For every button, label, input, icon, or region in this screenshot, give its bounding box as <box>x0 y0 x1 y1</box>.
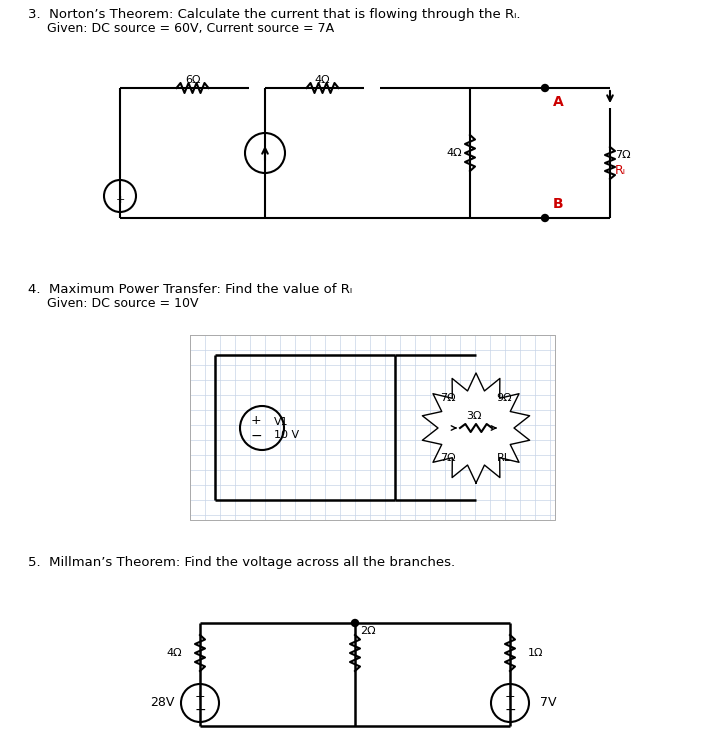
Text: Rₗ: Rₗ <box>615 165 626 178</box>
Text: 4Ω: 4Ω <box>166 648 182 658</box>
Circle shape <box>351 619 359 627</box>
Polygon shape <box>423 373 530 483</box>
Text: 7Ω: 7Ω <box>440 453 456 463</box>
Text: −: − <box>194 703 206 717</box>
Text: 2Ω: 2Ω <box>360 626 376 636</box>
Circle shape <box>541 215 549 222</box>
Circle shape <box>541 84 549 92</box>
Text: 10 V: 10 V <box>274 430 299 440</box>
Text: 3Ω: 3Ω <box>467 411 482 421</box>
Text: 7Ω: 7Ω <box>440 393 456 403</box>
Text: −: − <box>250 429 262 443</box>
Text: +: + <box>194 689 205 703</box>
Text: 28V: 28V <box>150 697 174 709</box>
Text: +: + <box>505 689 516 703</box>
Text: +: + <box>115 195 125 205</box>
Text: 9Ω: 9Ω <box>496 393 512 403</box>
Text: −: − <box>504 703 516 717</box>
Text: 1Ω: 1Ω <box>528 648 544 658</box>
Text: A: A <box>553 95 564 109</box>
Text: 5.  Millman’s Theorem: Find the voltage across all the branches.: 5. Millman’s Theorem: Find the voltage a… <box>28 556 455 569</box>
Text: Given: DC source = 60V, Current source = 7A: Given: DC source = 60V, Current source =… <box>47 22 334 35</box>
Text: 7Ω: 7Ω <box>615 150 631 160</box>
Text: 4Ω: 4Ω <box>446 148 462 158</box>
Text: 4Ω: 4Ω <box>315 75 330 85</box>
Text: RL: RL <box>497 453 511 463</box>
Text: 3.  Norton’s Theorem: Calculate the current that is flowing through the Rₗ.: 3. Norton’s Theorem: Calculate the curre… <box>28 8 521 21</box>
Text: Given: DC source = 10V: Given: DC source = 10V <box>47 297 199 310</box>
Text: 6Ω: 6Ω <box>185 75 200 85</box>
Text: V1: V1 <box>274 417 289 427</box>
Text: 7V: 7V <box>540 697 557 709</box>
Text: +: + <box>251 413 261 427</box>
Text: 4.  Maximum Power Transfer: Find the value of Rₗ: 4. Maximum Power Transfer: Find the valu… <box>28 283 352 296</box>
Text: B: B <box>553 197 564 211</box>
